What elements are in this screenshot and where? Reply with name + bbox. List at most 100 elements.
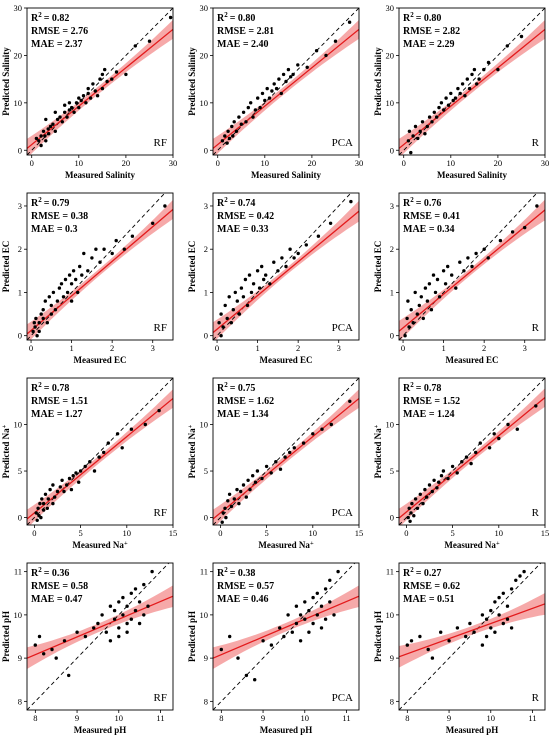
data-point — [36, 506, 40, 510]
data-point — [39, 134, 43, 138]
data-point — [409, 308, 413, 312]
data-point — [498, 238, 503, 243]
y-tick-label: 8 — [18, 696, 22, 706]
data-point — [315, 613, 319, 617]
data-point — [60, 478, 64, 482]
data-point — [112, 608, 117, 613]
data-point — [83, 634, 88, 639]
data-point — [92, 469, 97, 473]
data-point — [150, 569, 154, 574]
data-point — [225, 316, 229, 321]
data-point — [425, 124, 429, 129]
data-point — [67, 673, 71, 678]
data-point — [223, 506, 227, 510]
data-point — [57, 286, 62, 290]
y-tick-label: 9 — [204, 653, 208, 663]
data-point — [458, 260, 462, 264]
data-point — [307, 630, 311, 634]
r2-annotation: R2 = 0.80 — [403, 11, 441, 24]
data-point — [249, 290, 254, 295]
data-point — [328, 221, 333, 225]
data-point — [446, 476, 450, 481]
x-tick-label: 3 — [523, 343, 527, 353]
data-point — [425, 495, 429, 499]
data-point — [430, 120, 434, 124]
rmse-annotation: RMSE = 1.62 — [217, 396, 274, 407]
confidence-band — [213, 200, 359, 340]
data-point — [489, 626, 493, 630]
x-tick-label: 0 — [216, 158, 220, 168]
data-point — [487, 446, 492, 450]
data-point — [469, 461, 473, 466]
data-point — [323, 617, 328, 621]
data-point — [316, 234, 321, 238]
data-point — [100, 613, 104, 617]
data-point — [82, 251, 86, 256]
data-point — [39, 143, 43, 148]
data-point — [62, 489, 66, 494]
data-point — [264, 464, 269, 469]
x-tick-label: 3 — [337, 343, 341, 353]
data-point — [106, 441, 111, 445]
scatter-panel-10: 8 9 10 11 8 9 10 11 Measured pH Predicted pH R2 = 0… — [1, 562, 174, 735]
data-point — [63, 277, 68, 282]
model-label: PCA — [332, 322, 353, 334]
data-point — [77, 480, 81, 484]
mae-annotation: MAE = 0.3 — [31, 224, 78, 235]
data-point — [262, 277, 266, 282]
r2-annotation: R2 = 0.82 — [31, 11, 69, 24]
data-point — [260, 264, 264, 269]
y-axis-label: Predicted Na+ — [373, 424, 384, 478]
data-point — [291, 72, 295, 77]
y-tick-label: 10 — [200, 610, 209, 620]
data-point — [48, 124, 53, 129]
data-point — [227, 136, 232, 141]
y-tick-label: 0 — [204, 145, 208, 155]
data-point — [413, 124, 418, 129]
scatter-panel-5: 0 1 2 3 0 1 2 3 Measured EC Predicted EC R2 = 0.74 R… — [187, 192, 360, 365]
y-tick-label: 10 — [200, 98, 209, 108]
data-point — [255, 469, 260, 473]
data-point — [83, 464, 87, 469]
data-point — [482, 247, 486, 251]
data-point — [227, 492, 232, 496]
data-point — [223, 134, 227, 138]
data-point — [151, 221, 155, 225]
data-point — [54, 656, 58, 660]
one-to-one-line — [213, 193, 352, 340]
data-point — [105, 79, 109, 84]
data-point — [509, 626, 514, 630]
data-point — [220, 520, 224, 524]
data-point — [466, 256, 470, 260]
scatter-panel-2: 0 10 20 30 0 10 20 30 Measured Salinity Predicted… — [187, 3, 363, 180]
data-point — [463, 94, 467, 98]
data-point — [427, 115, 432, 119]
data-point — [274, 86, 279, 91]
data-point — [237, 501, 241, 506]
model-label: R — [532, 137, 540, 149]
plot-area — [399, 193, 545, 340]
x-tick-label: 11 — [342, 713, 350, 723]
x-tick-label: 10 — [123, 528, 132, 538]
data-point — [446, 103, 451, 107]
y-axis-label: Predicted Na+ — [187, 424, 198, 478]
data-point — [125, 604, 129, 608]
plot-area — [213, 378, 359, 525]
y-tick-label: 10 — [14, 98, 23, 108]
plot-area — [399, 563, 545, 710]
mae-annotation: MAE = 2.29 — [403, 39, 455, 50]
y-axis-label: Predicted pH — [1, 611, 11, 662]
one-to-one-line — [399, 193, 538, 340]
data-point — [522, 569, 526, 574]
data-point — [55, 299, 60, 303]
mae-annotation: MAE = 0.46 — [217, 594, 269, 605]
data-point — [501, 621, 505, 626]
mae-annotation: MAE = 0.34 — [403, 224, 455, 235]
data-point — [77, 96, 81, 100]
data-point — [284, 264, 288, 269]
data-point — [51, 483, 55, 487]
data-point — [449, 91, 453, 96]
plot-area — [213, 8, 359, 155]
data-point — [34, 316, 38, 321]
data-point — [55, 489, 60, 494]
